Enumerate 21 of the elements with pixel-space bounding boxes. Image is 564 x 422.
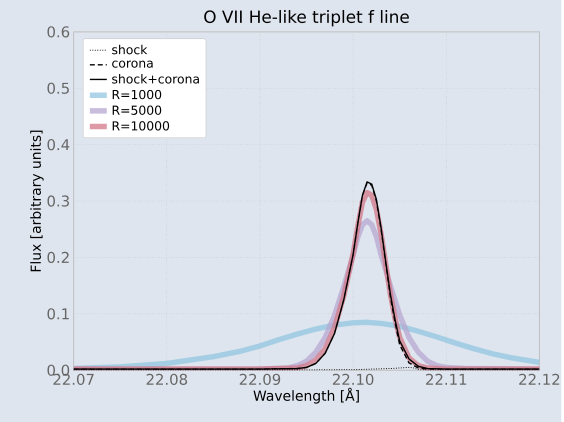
- x-tick-label: 22.09: [240, 374, 280, 385]
- legend-label: shock: [112, 44, 148, 54]
- legend-label: R=5000: [112, 106, 162, 115]
- x-axis-title: Wavelength [Å]: [253, 388, 359, 404]
- y-tick-label: 0.6: [47, 26, 70, 38]
- legend-label: corona: [112, 60, 153, 68]
- x-tick-label: 22.11: [426, 374, 466, 385]
- x-tick-label: 22.07: [53, 374, 94, 385]
- y-axis-title: Flux [arbitrary units]: [30, 130, 44, 272]
- y-tick-label: 0.1: [47, 308, 69, 320]
- x-tick-label: 22.08: [146, 374, 188, 385]
- legend-label: R=1000: [112, 90, 162, 100]
- chart-title: O VII He-like triplet f line: [204, 10, 409, 26]
- x-tick-label: 22.10: [332, 374, 374, 385]
- y-tick-label: 0.2: [47, 252, 69, 264]
- legend-label: shock+corona: [112, 74, 199, 84]
- y-tick-label: 0.4: [47, 139, 70, 150]
- y-tick-label: 0.3: [47, 195, 69, 207]
- y-tick-label: 0.5: [47, 82, 69, 94]
- legend-label: R=10000: [112, 121, 170, 131]
- x-tick-label: 22.12: [519, 374, 560, 385]
